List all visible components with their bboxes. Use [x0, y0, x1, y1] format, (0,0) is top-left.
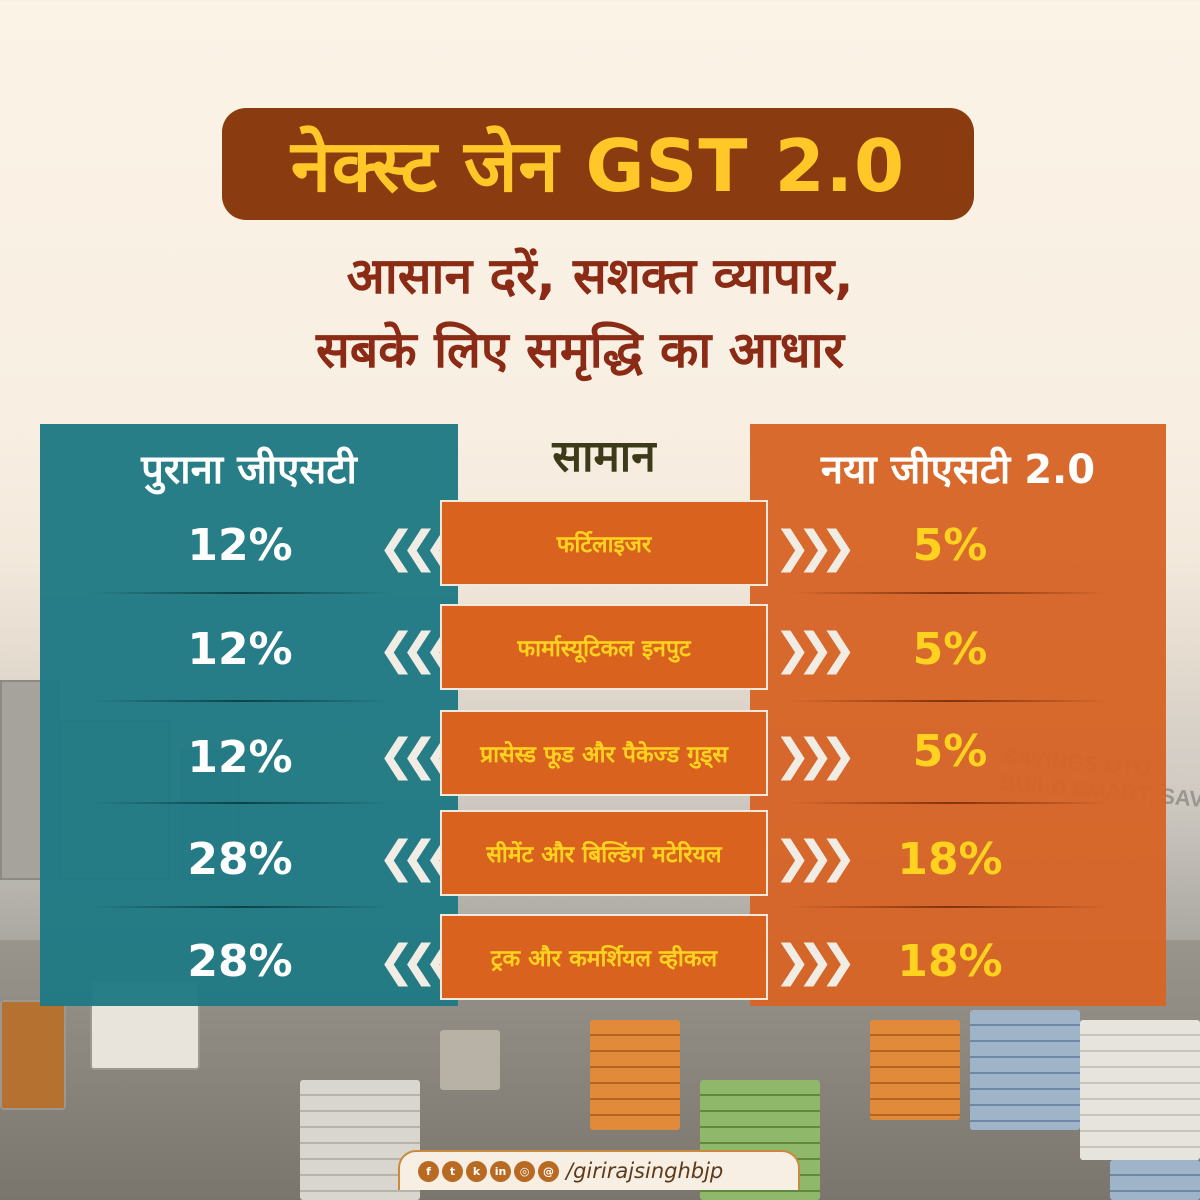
new-rate-processed-food: 5%: [912, 726, 988, 777]
item-processed-food: प्रासेस्ड फूड और पैकेज्ड गुड्स: [440, 710, 768, 796]
row-divider: [790, 906, 1110, 908]
row-divider: [92, 592, 392, 594]
row-divider: [790, 802, 1110, 804]
chevron-right-icon: ❯❯❯: [774, 624, 857, 675]
facebook-icon[interactable]: f: [418, 1160, 439, 1182]
chevron-left-icon: ❮❮❮: [378, 832, 461, 883]
social-handle[interactable]: /girirajsinghbjp: [566, 1159, 724, 1183]
item-fertilizer: फर्टिलाइजर: [440, 500, 768, 586]
row-divider: [790, 592, 1110, 594]
subtitle-line-1: आसान दरें, सशक्त व्यापार,: [346, 247, 854, 305]
linkedin-icon[interactable]: in: [490, 1160, 511, 1182]
item-pharma: फार्मास्यूटिकल इनपुट: [440, 604, 768, 690]
chevron-left-icon: ❮❮❮: [378, 730, 461, 781]
old-rate-pharma: 12%: [187, 624, 293, 675]
subtitle-line-2: सबके लिए समृद्धि का आधार: [315, 321, 845, 379]
row-divider: [92, 906, 392, 908]
chevron-left-icon: ❮❮❮: [378, 522, 461, 573]
new-gst-panel: [750, 424, 1166, 1006]
row-divider: [790, 700, 1110, 702]
chevron-left-icon: ❮❮❮: [378, 936, 461, 987]
page-title: नेक्स्ट जेन GST 2.0: [290, 124, 906, 208]
new-gst-header: नया जीएसटी 2.0: [820, 447, 1096, 493]
chevron-right-icon: ❯❯❯: [774, 522, 857, 573]
old-rate-fertilizer: 12%: [187, 520, 293, 571]
social-footer: f t k in ◎ @ /girirajsinghbjp: [398, 1150, 800, 1190]
chevron-right-icon: ❯❯❯: [774, 936, 857, 987]
row-divider: [92, 802, 392, 804]
chevron-right-icon: ❯❯❯: [774, 832, 857, 883]
row-divider: [92, 700, 392, 702]
new-rate-pharma: 5%: [912, 624, 988, 675]
instagram-icon[interactable]: ◎: [514, 1160, 535, 1182]
new-rate-cement: 18%: [897, 834, 1003, 885]
koo-icon[interactable]: k: [466, 1160, 487, 1182]
chevron-left-icon: ❮❮❮: [378, 624, 461, 675]
item-truck: ट्रक और कमर्शियल व्हीकल: [440, 914, 768, 1000]
threads-icon[interactable]: @: [538, 1160, 559, 1182]
title-banner: नेक्स्ट जेन GST 2.0: [222, 108, 974, 220]
new-rate-fertilizer: 5%: [912, 520, 988, 571]
old-gst-header: पुराना जीएसटी: [141, 447, 357, 493]
item-header: सामान: [552, 431, 656, 482]
new-rate-truck: 18%: [897, 936, 1003, 987]
twitter-icon[interactable]: t: [442, 1160, 463, 1182]
old-rate-processed-food: 12%: [187, 732, 293, 783]
item-cement: सीमेंट और बिल्डिंग मटेरियल: [440, 810, 768, 896]
old-rate-cement: 28%: [187, 834, 293, 885]
old-rate-truck: 28%: [187, 936, 293, 987]
chevron-right-icon: ❯❯❯: [774, 730, 857, 781]
old-gst-panel: [40, 424, 458, 1006]
